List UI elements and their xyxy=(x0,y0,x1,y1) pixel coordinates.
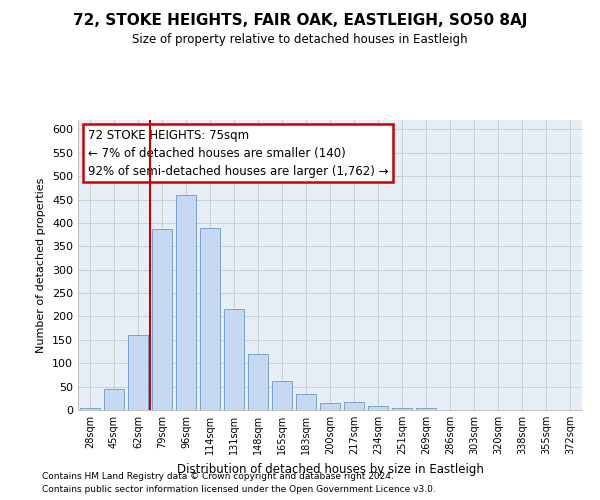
Bar xyxy=(344,402,364,410)
Bar xyxy=(176,195,196,410)
Text: Contains public sector information licensed under the Open Government Licence v3: Contains public sector information licen… xyxy=(42,485,436,494)
Y-axis label: Number of detached properties: Number of detached properties xyxy=(37,178,46,352)
Bar xyxy=(368,406,388,410)
Bar xyxy=(248,354,268,410)
Text: Contains HM Land Registry data © Crown copyright and database right 2024.: Contains HM Land Registry data © Crown c… xyxy=(42,472,394,481)
X-axis label: Distribution of detached houses by size in Eastleigh: Distribution of detached houses by size … xyxy=(176,462,484,475)
Bar xyxy=(152,229,172,410)
Bar xyxy=(104,389,124,410)
Bar xyxy=(128,335,148,410)
Bar xyxy=(272,380,292,410)
Bar xyxy=(296,394,316,410)
Text: 72 STOKE HEIGHTS: 75sqm
← 7% of detached houses are smaller (140)
92% of semi-de: 72 STOKE HEIGHTS: 75sqm ← 7% of detached… xyxy=(88,128,389,178)
Text: Size of property relative to detached houses in Eastleigh: Size of property relative to detached ho… xyxy=(132,32,468,46)
Bar xyxy=(416,408,436,410)
Bar xyxy=(200,228,220,410)
Bar xyxy=(320,402,340,410)
Bar xyxy=(224,310,244,410)
Text: 72, STOKE HEIGHTS, FAIR OAK, EASTLEIGH, SO50 8AJ: 72, STOKE HEIGHTS, FAIR OAK, EASTLEIGH, … xyxy=(73,12,527,28)
Bar xyxy=(392,408,412,410)
Bar xyxy=(80,408,100,410)
